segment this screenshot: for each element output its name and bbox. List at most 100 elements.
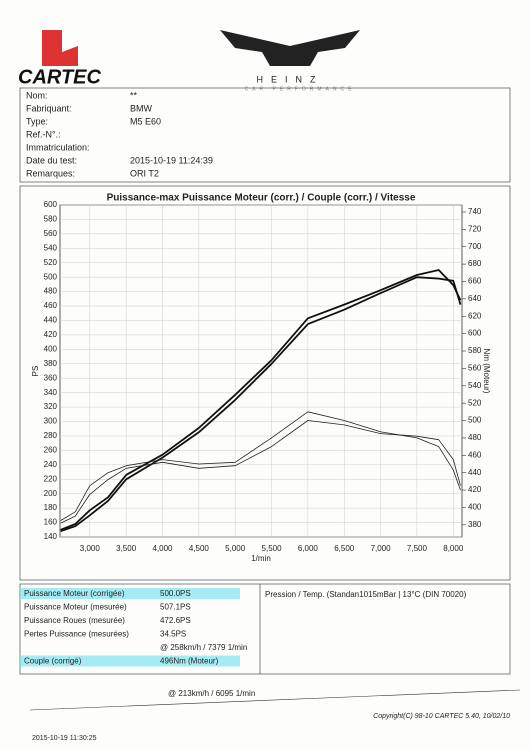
field-value: M5 E60 [130,116,161,126]
result-label: Pertes Puissance (mesurées) [24,630,129,639]
y-tick-label: 180 [44,503,58,512]
field-label: Immatriculation: [26,142,90,152]
y-tick-label: 360 [44,373,58,382]
y2-tick-label: 380 [468,520,482,529]
field-label: Type: [26,116,48,126]
x-tick-label: 3,000 [80,544,101,553]
y2-tick-label: 540 [468,381,482,390]
y2-tick-label: 500 [468,416,482,425]
field-value: 2015-10-19 11:24:39 [130,155,213,165]
x-tick-label: 6,000 [298,544,319,553]
y-tick-label: 320 [44,402,58,411]
y-tick-label: 220 [44,474,58,483]
field-value: BMW [130,103,153,113]
y-tick-label: 420 [44,330,58,339]
x-tick-label: 6,500 [334,544,355,553]
field-value: ORI T2 [130,168,159,178]
x-tick-label: 7,000 [371,544,392,553]
y2-tick-label: 700 [468,242,482,251]
curve [60,420,461,524]
y-tick-label: 460 [44,301,58,310]
y-tick-label: 480 [44,287,58,296]
result-label: Puissance Roues (mesurée) [24,616,125,625]
conditions: Pression / Temp. (Standan1015mBar | 13°C… [265,590,467,599]
y-tick-label: 380 [44,359,58,368]
result-value: 507.1PS [160,603,191,612]
partner-sub: CAR PERFORMANCE [245,86,356,92]
y2-tick-label: 620 [468,311,482,320]
y2-tick-label: 680 [468,259,482,268]
y2-axis-label: Nm (Moteur) [482,349,491,394]
y2-tick-label: 460 [468,450,482,459]
logo-mark [42,30,78,66]
x-tick-label: 7,500 [407,544,428,553]
y-tick-label: 520 [44,258,58,267]
x-tick-label: 4,500 [189,544,210,553]
y-tick-label: 600 [44,200,58,209]
y-tick-label: 200 [44,489,58,498]
y2-tick-label: 560 [468,364,482,373]
x-axis-label: 1/min [251,554,271,563]
partner: HEINZ [257,74,324,84]
y2-tick-label: 440 [468,468,482,477]
result-value: 34.5PS [160,630,186,639]
result-value: @ 258km/h / 7379 1/min [160,643,247,652]
x-tick-label: 5,000 [225,544,246,553]
y-tick-label: 340 [44,388,58,397]
field-label: Ref.-N°.: [26,129,61,139]
y2-tick-label: 520 [468,398,482,407]
partner-logo [220,30,360,66]
result-label: Puissance Moteur (mesurée) [24,603,127,612]
y-tick-label: 540 [44,243,58,252]
field-value: ** [130,90,138,100]
rule [29,689,521,711]
field-label: Nom: [26,90,48,100]
y-tick-label: 240 [44,460,58,469]
x-tick-label: 3,500 [116,544,137,553]
printed-date: 2015-10-19 11:30:25 [32,735,97,742]
y2-tick-label: 600 [468,329,482,338]
chart-box [19,185,511,581]
results-box [19,583,511,675]
y2-tick-label: 420 [468,485,482,494]
field-label: Fabriquant: [26,103,72,113]
chart-title: Puissance-max Puissance Moteur (corr.) /… [107,193,416,204]
field-label: Remarques: [26,168,75,178]
y-tick-label: 440 [44,316,58,325]
y2-tick-label: 580 [468,346,482,355]
fields-box [19,87,511,183]
y-tick-label: 400 [44,344,58,353]
x-tick-label: 4,000 [152,544,173,553]
curve [60,411,461,521]
y-tick-label: 500 [44,272,58,281]
torque-speed: @ 213km/h / 6095 1/min [168,689,255,698]
x-tick-label: 5,500 [262,544,283,553]
field-label: Date du test: [26,155,77,165]
brand: CARTEC [18,66,102,88]
result-value: 472.6PS [160,616,191,625]
highlight [20,655,240,667]
result-value: 500.0PS [160,589,191,598]
y-tick-label: 160 [44,518,58,527]
curve [60,269,462,531]
copyright: Copyright(C) 98-10 CARTEC 5.40, 10/02/10 [373,713,510,720]
highlight [20,588,240,599]
y-tick-label: 280 [44,431,58,440]
y-tick-label: 260 [44,446,58,455]
y2-tick-label: 480 [468,433,482,442]
y-tick-label: 300 [44,417,58,426]
y2-tick-label: 740 [468,207,482,216]
y-tick-label: 140 [44,532,58,541]
y2-tick-label: 640 [468,294,482,303]
y-tick-label: 580 [44,215,58,224]
y2-tick-label: 660 [468,277,482,286]
y-axis-label: PS [31,366,40,377]
result-value: 496Nm (Moteur) [160,657,219,666]
y2-tick-label: 720 [468,224,482,233]
result-label: Puissance Moteur (corrigée) [24,589,125,598]
y-tick-label: 560 [44,229,58,238]
result-label: Couple (corrigé) [24,657,82,666]
x-tick-label: 8,000 [443,544,464,553]
